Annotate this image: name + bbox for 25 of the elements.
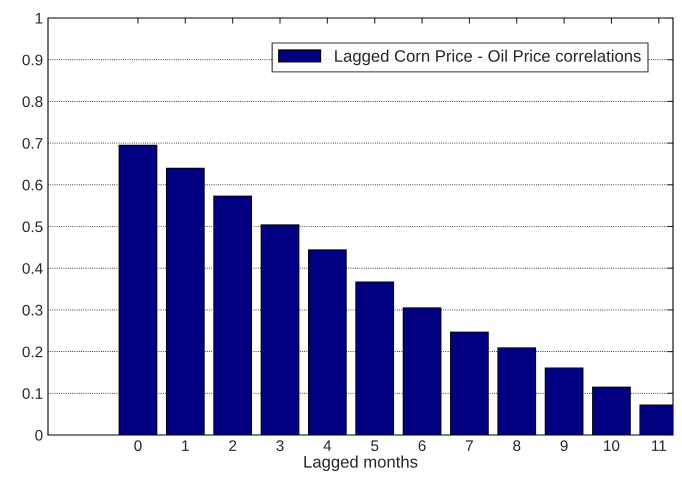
y-tick-label: 0.5 [22, 221, 42, 232]
y-tick-label: 0.4 [22, 263, 43, 274]
y-tick-label: 0.8 [22, 96, 42, 108]
x-tick-label: 8 [513, 440, 520, 452]
legend-label: Lagged Corn Price - Oil Price correlations [335, 50, 641, 66]
x-tick-label: 2 [229, 440, 236, 451]
y-tick-label: 0.3 [22, 304, 42, 316]
y-tick-label: 0.7 [22, 138, 42, 149]
x-tick-label: 5 [371, 440, 378, 452]
y-tick-label: 0.9 [22, 54, 42, 66]
x-tick-label: 6 [418, 440, 426, 452]
x-tick-label: 0 [134, 440, 142, 452]
x-tick-label: 3 [276, 440, 284, 452]
y-tick-label: 0 [35, 430, 43, 441]
x-tick-label: 4 [323, 440, 332, 451]
x-tick-label: 10 [604, 440, 620, 452]
y-tick-label: 0.1 [22, 388, 42, 399]
y-tick-label: 1 [36, 13, 42, 24]
x-axis-title: Lagged months [304, 455, 418, 472]
x-tick-label: 7 [466, 440, 473, 451]
x-tick-label: 11 [652, 440, 666, 451]
y-tick-label: 0.6 [22, 180, 42, 190]
x-tick-label: 1 [182, 440, 189, 451]
x-tick-label: 9 [560, 440, 568, 452]
y-tick-label: 0.2 [22, 346, 42, 358]
